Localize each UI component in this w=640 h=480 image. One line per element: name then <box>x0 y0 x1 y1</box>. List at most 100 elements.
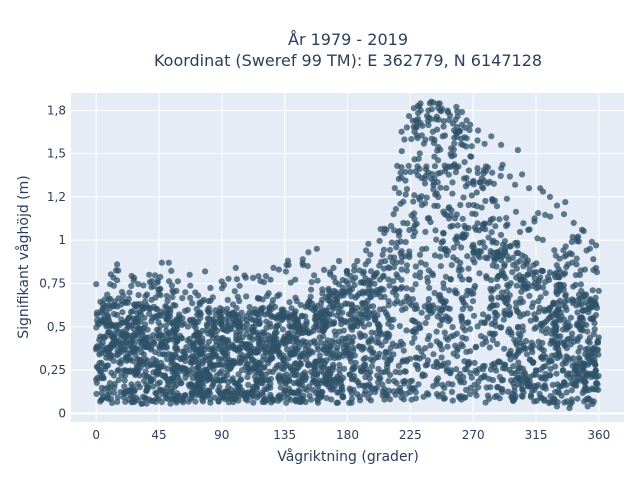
scatter-point <box>445 248 452 255</box>
scatter-point <box>150 383 157 390</box>
x-tick-label: 90 <box>214 428 229 442</box>
scatter-point <box>229 396 237 403</box>
scatter-point <box>166 278 173 285</box>
scatter-point <box>395 232 403 239</box>
scatter-point <box>229 375 237 382</box>
scatter-point <box>308 300 316 307</box>
scatter-point <box>449 120 456 127</box>
scatter-point <box>509 394 516 401</box>
scatter-point <box>340 327 347 334</box>
scatter-point <box>420 393 427 400</box>
scatter-point <box>482 254 489 261</box>
scatter-point <box>219 377 226 384</box>
scatter-points <box>93 98 602 412</box>
scatter-point <box>432 227 439 234</box>
scatter-point <box>438 354 445 361</box>
scatter-point <box>416 251 424 258</box>
scatter-point <box>226 344 233 351</box>
scatter-point <box>509 269 516 276</box>
scatter-point <box>448 207 455 214</box>
scatter-point <box>411 156 418 163</box>
scatter-point <box>412 281 419 288</box>
scatter-point <box>425 391 432 398</box>
scatter-point <box>408 396 415 403</box>
scatter-point <box>429 128 436 135</box>
scatter-point <box>588 238 596 245</box>
scatter-point <box>250 399 257 406</box>
y-tick-label: 1,2 <box>47 190 66 204</box>
scatter-point <box>587 297 595 304</box>
scatter-point <box>442 165 450 172</box>
scatter-point <box>224 349 231 356</box>
scatter-point <box>336 361 343 369</box>
scatter-point <box>293 297 300 305</box>
scatter-point <box>131 319 138 326</box>
scatter-point <box>561 357 568 364</box>
scatter-point <box>169 294 176 301</box>
scatter-point <box>456 128 463 135</box>
scatter-point <box>500 316 507 323</box>
scatter-point <box>398 258 405 265</box>
scatter-point <box>438 239 445 246</box>
scatter-point <box>551 325 558 332</box>
scatter-point <box>533 269 540 276</box>
scatter-point <box>417 269 424 276</box>
scatter-point <box>480 311 487 318</box>
scatter-point <box>264 356 271 363</box>
scatter-point <box>497 172 504 180</box>
scatter-point <box>519 298 526 305</box>
scatter-point <box>219 306 226 313</box>
scatter-point <box>516 257 524 264</box>
scatter-point <box>468 153 475 160</box>
scatter-point <box>511 353 519 360</box>
scatter-point <box>376 350 383 357</box>
scatter-point <box>314 277 321 284</box>
scatter-point <box>425 121 432 129</box>
scatter-point <box>402 168 409 176</box>
scatter-point <box>451 134 458 141</box>
scatter-point <box>434 179 441 186</box>
scatter-point <box>94 374 101 381</box>
scatter-point <box>524 271 531 278</box>
scatter-point <box>330 287 337 295</box>
scatter-point <box>240 340 247 348</box>
scatter-point <box>325 285 332 292</box>
scatter-point <box>556 287 563 294</box>
scatter-point <box>506 311 513 319</box>
scatter-point <box>511 336 518 343</box>
scatter-point <box>474 323 481 330</box>
scatter-point <box>357 397 364 404</box>
scatter-point <box>539 322 546 329</box>
scatter-point <box>498 267 505 274</box>
scatter-point <box>440 395 447 402</box>
scatter-point <box>395 362 402 369</box>
scatter-point <box>426 284 433 291</box>
scatter-point <box>162 309 169 316</box>
scatter-point <box>542 211 549 218</box>
scatter-point <box>593 269 601 276</box>
scatter-point <box>253 379 260 386</box>
scatter-point <box>100 374 107 382</box>
scatter-point <box>280 356 287 363</box>
scatter-point <box>509 254 516 261</box>
scatter-point <box>573 235 581 242</box>
scatter-point <box>205 305 212 312</box>
scatter-point <box>144 363 151 370</box>
scatter-point <box>190 390 198 397</box>
scatter-point <box>197 351 204 358</box>
scatter-point <box>444 109 452 116</box>
scatter-point <box>207 284 214 292</box>
scatter-point <box>144 326 151 333</box>
scatter-point <box>430 351 437 358</box>
scatter-point <box>406 248 413 255</box>
scatter-point <box>163 292 170 300</box>
scatter-point <box>260 396 268 403</box>
scatter-point <box>358 311 365 318</box>
scatter-point <box>471 259 478 266</box>
scatter-point <box>249 336 256 343</box>
scatter-point <box>430 186 437 193</box>
scatter-point <box>136 372 143 379</box>
scatter-point <box>112 342 119 349</box>
scatter-point <box>422 261 429 268</box>
scatter-point <box>515 359 522 366</box>
